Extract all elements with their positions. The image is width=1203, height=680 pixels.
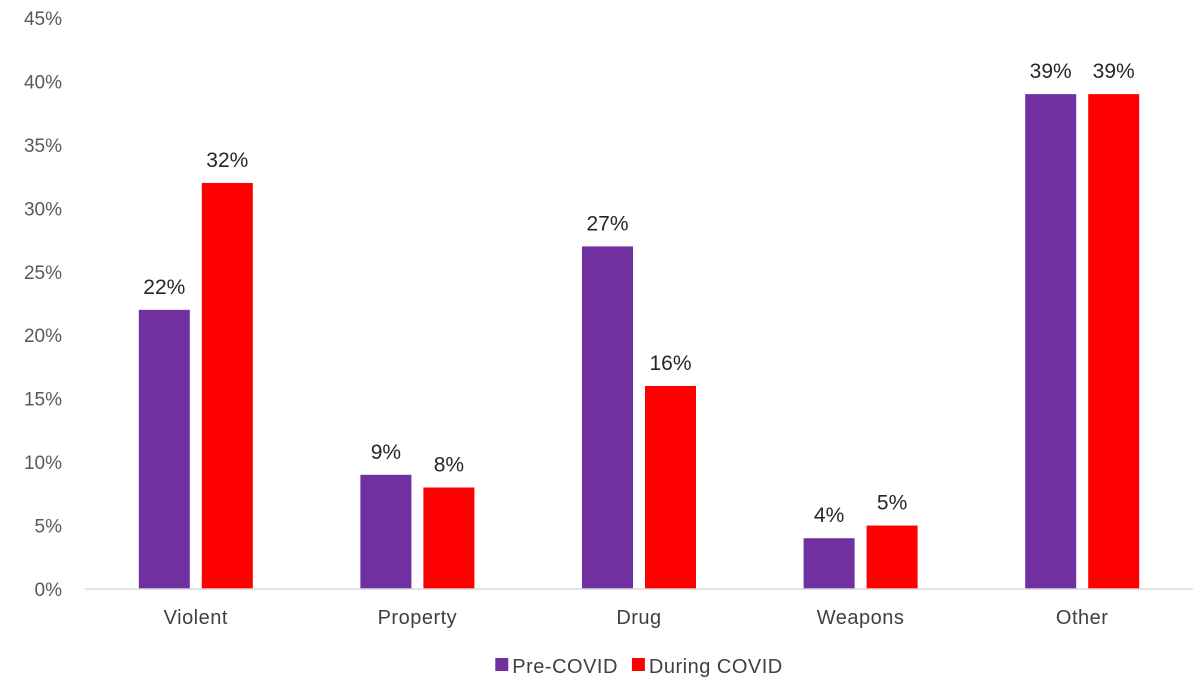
data-label: 39% — [1030, 60, 1072, 83]
y-tick-label: 10% — [24, 453, 62, 474]
y-tick-label: 35% — [24, 136, 62, 157]
data-labels: 22% 32% 9% 8% 27% 16% 4% 5% 39% 39% — [143, 60, 1134, 527]
bar-drug-during-covid — [645, 385, 696, 589]
x-axis: Violent Property Drug Weapons Other — [164, 607, 1109, 629]
y-tick-label: 20% — [24, 326, 62, 347]
y-tick-label: 0% — [35, 580, 63, 601]
data-label: 9% — [371, 441, 401, 464]
y-tick-label: 45% — [24, 9, 62, 30]
data-label: 32% — [206, 149, 248, 172]
bar-other-pre-covid — [1025, 94, 1077, 589]
data-label: 22% — [143, 276, 185, 299]
y-tick-label: 15% — [24, 390, 62, 411]
bar-property-pre-covid — [360, 474, 412, 589]
legend-swatch — [631, 658, 645, 671]
data-label: 27% — [586, 212, 628, 235]
x-tick-label: Violent — [164, 607, 228, 629]
legend-swatch — [495, 658, 509, 671]
legend: Pre-COVID During COVID — [495, 656, 782, 678]
y-tick-label: 5% — [35, 517, 63, 538]
data-label: 16% — [649, 352, 691, 375]
x-tick-label: Drug — [616, 607, 661, 629]
y-tick-label: 40% — [24, 72, 62, 93]
data-label: 8% — [434, 453, 464, 476]
data-label: 4% — [814, 504, 844, 527]
legend-item: During COVID — [631, 656, 783, 678]
bar-other-during-covid — [1088, 94, 1140, 589]
bar-property-during-covid — [423, 487, 475, 589]
legend-label: Pre-COVID — [512, 656, 618, 678]
y-tick-label: 30% — [24, 199, 62, 220]
legend-item: Pre-COVID — [495, 656, 618, 678]
bar-weapons-pre-covid — [803, 538, 855, 589]
x-tick-label: Property — [378, 607, 458, 629]
x-tick-label: Other — [1056, 607, 1109, 629]
bar-violent-during-covid — [201, 182, 253, 589]
bars — [138, 94, 1140, 589]
data-label: 39% — [1093, 60, 1135, 83]
bar-violent-pre-covid — [138, 309, 190, 589]
bar-weapons-during-covid — [866, 525, 918, 589]
bar-drug-pre-covid — [582, 246, 633, 589]
data-label: 5% — [877, 492, 907, 515]
x-tick-label: Weapons — [817, 607, 905, 629]
y-axis: 0% 5% 10% 15% 20% 25% 30% 35% 40% 45% — [24, 9, 62, 601]
legend-label: During COVID — [649, 656, 783, 678]
y-tick-label: 25% — [24, 263, 62, 284]
